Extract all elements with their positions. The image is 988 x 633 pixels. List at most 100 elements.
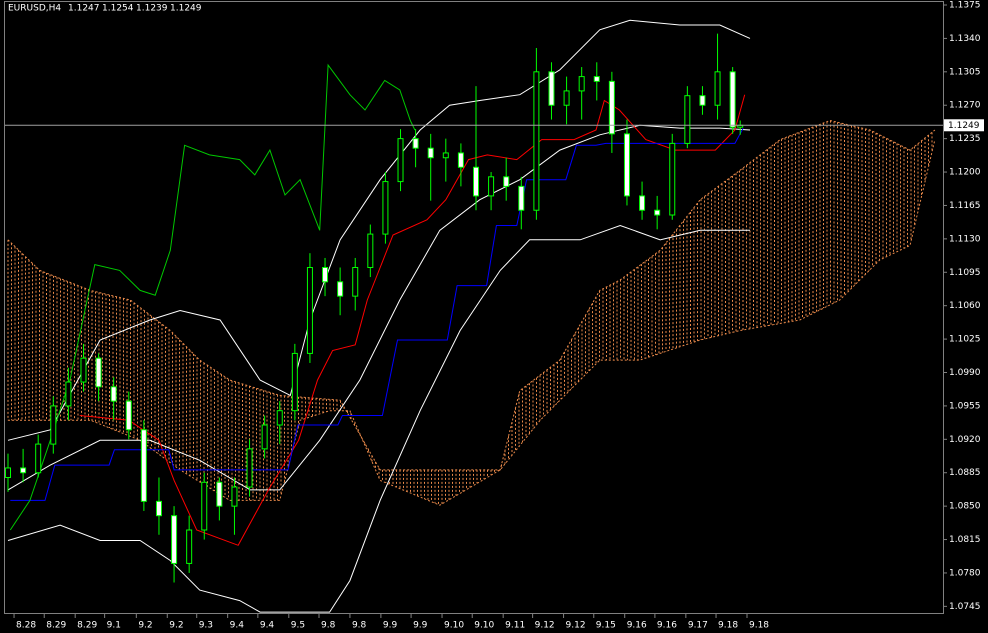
low: 1.1239 — [136, 4, 168, 14]
candle-body — [50, 405, 57, 445]
y-tick-label: 1.1235 — [949, 134, 981, 144]
candle-body — [578, 76, 585, 92]
candle-body — [563, 90, 570, 106]
y-tick-label: 1.0850 — [949, 502, 981, 512]
y-tick-label: 1.0885 — [949, 468, 981, 478]
plot-area — [5, 19, 936, 613]
candle-body — [412, 138, 419, 149]
high: 1.1254 — [102, 4, 134, 14]
x-tick-label: 9.8 — [321, 621, 336, 631]
x-tick-label: 9.5 — [291, 621, 305, 631]
x-tick-label: 9.12 — [535, 621, 555, 631]
candle-body — [322, 267, 329, 283]
candle-body — [65, 381, 72, 407]
indicator-line — [7, 224, 750, 613]
candle-body — [442, 152, 449, 159]
candle-body — [382, 181, 389, 235]
candle-body — [518, 185, 525, 211]
plot-frame — [4, 1, 944, 614]
candle-body — [155, 500, 162, 517]
x-tick-label: 9.16 — [657, 621, 677, 631]
candle-body — [20, 467, 27, 474]
x-tick-label: 9.11 — [505, 621, 525, 631]
candle-body — [231, 486, 238, 507]
x-tick-label: 9.2 — [138, 621, 152, 631]
y-tick-label: 1.1025 — [949, 335, 981, 345]
candle-body — [729, 71, 736, 128]
candle-body — [699, 95, 706, 106]
symbol: EURUSD,H4 — [8, 4, 61, 14]
x-tick-label: 8.29 — [77, 621, 97, 631]
x-tick-label: 9.8 — [352, 621, 367, 631]
y-tick-label: 1.1305 — [949, 67, 981, 77]
y-tick-label: 1.0990 — [949, 368, 981, 378]
y-tick-label: 1.0745 — [949, 602, 981, 612]
cloud-span — [7, 119, 936, 471]
candle-body — [593, 76, 600, 82]
candle-body — [654, 209, 661, 216]
candle-body — [669, 142, 676, 216]
y-tick-label: 1.1130 — [949, 234, 981, 244]
indicator-line — [7, 19, 751, 441]
open: 1.1247 — [68, 4, 100, 14]
x-tick-label: 9.18 — [718, 621, 738, 631]
indicator-line — [7, 124, 751, 491]
y-tick-label: 1.1270 — [949, 101, 981, 111]
y-tick-label: 1.1200 — [949, 168, 981, 178]
x-tick-label: 9.4 — [230, 621, 245, 631]
y-tick-label: 1.1375 — [949, 1, 981, 11]
x-tick-label: 9.16 — [627, 621, 647, 631]
x-tick-label: 9.10 — [474, 621, 494, 631]
candle-body — [140, 429, 147, 502]
x-tick-label: 9.18 — [749, 621, 769, 631]
candle-body — [246, 448, 253, 488]
candle-body — [352, 267, 359, 297]
close: 1.1249 — [170, 4, 202, 14]
x-tick-label: 9.17 — [688, 621, 708, 631]
indicator-line — [79, 94, 746, 546]
indicator-line — [10, 127, 744, 501]
candle-body — [306, 267, 313, 354]
candle-body — [186, 529, 193, 564]
candle-body — [216, 481, 223, 507]
y-tick-label: 1.1095 — [949, 268, 981, 278]
candle-body — [201, 481, 208, 531]
x-tick-label: 9.2 — [169, 621, 183, 631]
candle-body — [5, 467, 11, 479]
candle-body — [488, 176, 495, 197]
candle-body — [639, 195, 646, 211]
candle-body — [95, 357, 102, 388]
x-tick-label: 9.1 — [107, 621, 121, 631]
y-tick-label: 1.1165 — [949, 201, 981, 211]
y-tick-label: 1.0780 — [949, 568, 981, 578]
x-tick-label: 9.9 — [383, 621, 398, 631]
candle-body — [684, 95, 691, 144]
candle-body — [367, 233, 374, 269]
candle-body — [261, 424, 268, 450]
candle-body — [503, 176, 510, 187]
y-tick-label: 1.0815 — [949, 535, 981, 545]
candle-body — [337, 281, 344, 297]
y-tick-label: 1.0955 — [949, 401, 981, 411]
candle-body — [608, 80, 615, 135]
last-price-label: 1.1249 — [948, 121, 980, 131]
y-tick-label: 1.1060 — [949, 301, 981, 311]
candle-body — [276, 410, 283, 426]
x-tick-label: 8.28 — [16, 621, 36, 631]
x-tick-label: 9.12 — [566, 621, 586, 631]
candle-body — [110, 386, 117, 402]
candle-body — [457, 152, 464, 168]
x-tick-label: 9.3 — [199, 621, 213, 631]
candle-body — [125, 400, 132, 431]
candle-body — [473, 166, 479, 197]
x-tick-label: 9.4 — [260, 621, 275, 631]
candle-body — [291, 352, 298, 412]
x-tick-label: 8.29 — [46, 621, 66, 631]
candle-body — [623, 133, 630, 197]
candle-body — [171, 515, 178, 564]
candle-body — [548, 71, 555, 106]
y-tick-label: 1.1340 — [949, 34, 981, 44]
candle-body — [533, 71, 540, 211]
last-price-box — [944, 119, 984, 132]
